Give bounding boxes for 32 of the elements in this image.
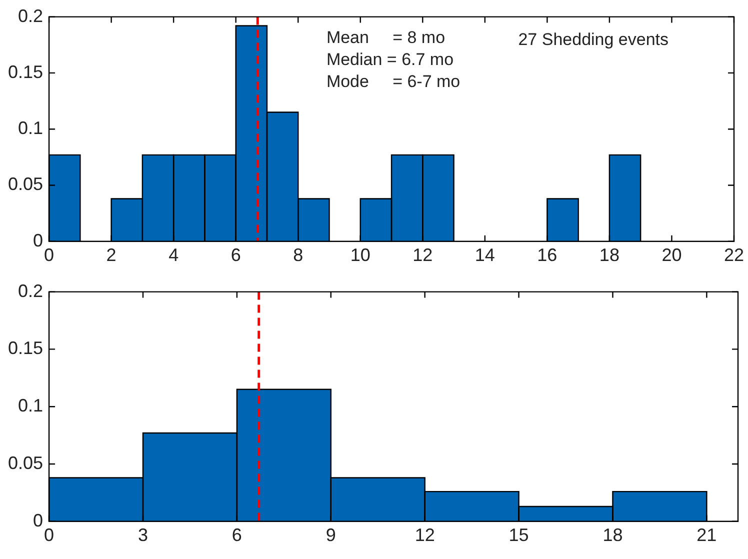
x-tick-label: 10	[350, 245, 370, 266]
annotation: Mean = 8 mo	[326, 28, 446, 47]
y-tick-label: 0.1	[18, 396, 44, 416]
y-tick-label: 0.05	[8, 452, 44, 473]
x-tick-label: 4	[168, 245, 179, 266]
y-tick-label: 0.2	[18, 280, 44, 301]
x-tick-label: 21	[696, 525, 717, 546]
x-tick-label: 18	[602, 525, 623, 546]
x-tick-label: 14	[474, 245, 495, 266]
x-tick-label: 6	[232, 525, 242, 546]
x-tick-label: 12	[414, 525, 435, 546]
y-tick-label: 0.15	[8, 62, 44, 82]
x-tick-label: 6	[230, 245, 241, 266]
x-tick-label: 16	[537, 245, 558, 266]
annotation: Mode = 6-7 mo	[326, 72, 460, 91]
x-tick-label: 2	[106, 245, 116, 266]
x-tick-label: 22	[724, 245, 744, 266]
x-tick-label: 20	[662, 245, 682, 266]
y-tick-label: 0	[33, 510, 44, 530]
x-tick-label: 8	[293, 245, 304, 266]
y-tick-label: 0.05	[8, 174, 44, 194]
annotation: 27 Shedding events	[518, 30, 669, 49]
annotation: Median = 6.7 mo	[326, 50, 454, 69]
y-tick-label: 0.15	[8, 338, 44, 358]
y-tick-label: 0	[33, 230, 44, 250]
x-tick-label: 3	[138, 525, 148, 546]
y-tick-label: 0.1	[18, 118, 44, 138]
y-tick-label: 0.2	[18, 6, 44, 26]
x-tick-label: 9	[326, 525, 336, 546]
x-tick-label: 18	[599, 245, 620, 266]
x-tick-label: 15	[508, 525, 529, 546]
x-tick-label: 12	[412, 245, 433, 266]
